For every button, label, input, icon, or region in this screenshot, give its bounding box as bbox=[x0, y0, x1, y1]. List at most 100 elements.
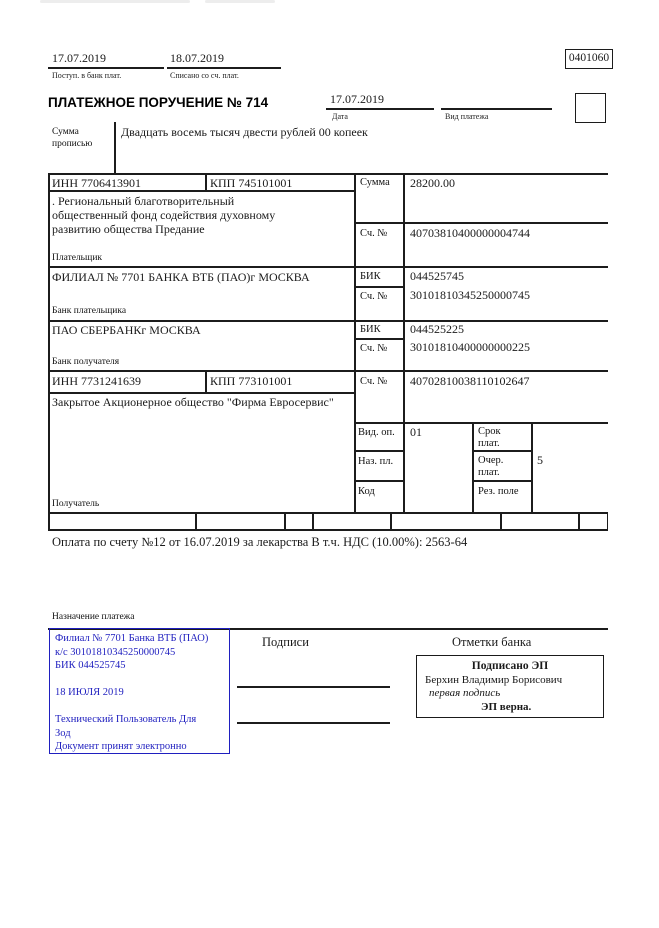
receiver-name: Закрытое Акционерное общество "Фирма Евр… bbox=[52, 395, 334, 409]
esignature-box: Подписано ЭП Берхин Владимир Борисович п… bbox=[416, 655, 604, 718]
receiver-inn-kpp-divider bbox=[205, 370, 207, 392]
payer-bank-bik-label: БИК bbox=[360, 271, 381, 282]
table-left-border bbox=[48, 173, 50, 529]
date-underline bbox=[326, 108, 434, 110]
payer-name-line2: общественный фонд содействия духовному bbox=[52, 208, 276, 222]
payer-account-label: Сч. № bbox=[360, 228, 388, 239]
form-code: 0401060 bbox=[568, 52, 610, 64]
beneficiary-bank-account: 30101810400000000225 bbox=[410, 340, 530, 354]
amount-label: Сумма bbox=[360, 177, 390, 188]
reserve-field-label: Рез. поле bbox=[478, 486, 519, 497]
form-code-box: 0401060 bbox=[565, 49, 613, 69]
received-date-underline bbox=[48, 67, 164, 69]
beneficiary-bank-label: Банк получателя bbox=[52, 357, 120, 367]
esign-signer-name: Берхин Владимир Борисович bbox=[425, 673, 563, 686]
receiver-account-number: 40702810038110102647 bbox=[410, 374, 530, 388]
operation-col-divider-2 bbox=[531, 422, 533, 512]
stamp-line bbox=[55, 700, 225, 714]
esign-title: Подписано ЭП bbox=[471, 660, 549, 672]
payment-order-label: Очер. плат. bbox=[478, 455, 504, 479]
payer-kpp: КПП 745101001 bbox=[210, 176, 293, 190]
received-in-bank-date: 17.07.2019 bbox=[52, 51, 106, 65]
received-in-bank-label: Поступ. в банк плат. bbox=[52, 71, 122, 80]
payer-bank-label: Банк плательщика bbox=[52, 306, 127, 316]
debited-date: 18.07.2019 bbox=[170, 51, 224, 65]
stamp-line: Технический Пользователь Для bbox=[55, 714, 197, 725]
tax-row-bottom-border bbox=[48, 529, 608, 531]
payer-account-number: 40703810400000004744 bbox=[410, 226, 530, 240]
beneficiary-bank-bik: 044525225 bbox=[410, 322, 464, 336]
payer-section-border bbox=[48, 266, 608, 268]
tax-row-top-border bbox=[48, 512, 608, 514]
page-crop-artifact bbox=[40, 0, 190, 3]
payer-label: Плательщик bbox=[52, 253, 103, 263]
tax-cell-divider bbox=[390, 512, 392, 529]
stamp-line bbox=[55, 673, 225, 687]
payer-bank-name: ФИЛИАЛ № 7701 БАНКА ВТБ (ПАО)г МОСКВА bbox=[52, 270, 310, 284]
amount-in-words: Двадцать восемь тысяч двести рублей 00 к… bbox=[121, 125, 368, 139]
payment-purpose-label: Назначение платежа bbox=[52, 612, 135, 622]
signatures-heading: Подписи bbox=[262, 635, 309, 649]
operation-row-border-2a bbox=[354, 480, 404, 482]
payer-bank-bik: 044525745 bbox=[410, 269, 464, 283]
signature-line-1 bbox=[237, 686, 390, 688]
label-column-divider bbox=[403, 173, 405, 512]
beneficiary-bank-name: ПАО СБЕРБАНКг МОСКВА bbox=[52, 323, 201, 337]
beneficiary-bank-bik-divider bbox=[354, 338, 404, 340]
tax-cell-divider bbox=[578, 512, 580, 529]
payment-type-label: Вид платежа bbox=[445, 112, 489, 121]
operation-type-label: Вид. оп. bbox=[358, 427, 395, 438]
amount-value: 28200.00 bbox=[410, 176, 455, 190]
receiver-kpp: КПП 773101001 bbox=[210, 374, 293, 388]
beneficiary-bank-acc-label: Сч. № bbox=[360, 343, 388, 354]
receiver-account-label: Сч. № bbox=[360, 376, 388, 387]
receiver-inn-row-border bbox=[48, 392, 355, 394]
bank-marks-heading: Отметки банка bbox=[452, 635, 532, 649]
stamp-line: к/с 30101810345250000745 bbox=[55, 646, 176, 658]
payer-bank-bik-divider bbox=[354, 286, 404, 288]
payer-bank-acc-label: Сч. № bbox=[360, 291, 388, 302]
beneficiary-bank-section-border bbox=[48, 370, 608, 372]
payer-inn: ИНН 7706413901 bbox=[52, 176, 141, 190]
esign-signature-type: первая подпись bbox=[429, 687, 501, 699]
tax-cell-divider bbox=[195, 512, 197, 529]
tax-row-right-border bbox=[606, 512, 608, 529]
beneficiary-bank-bik-label: БИК bbox=[360, 324, 381, 335]
operation-type-value: 01 bbox=[410, 425, 422, 439]
stamp-line: 18 ИЮЛЯ 2019 bbox=[55, 687, 124, 698]
receiver-label: Получатель bbox=[52, 499, 100, 509]
table-top-border bbox=[48, 173, 608, 175]
payment-purpose-code-label: Наз. пл. bbox=[358, 456, 394, 467]
date-label: Дата bbox=[332, 112, 348, 121]
debited-label: Списано со сч. плат. bbox=[170, 71, 239, 80]
receiver-inn: ИНН 7731241639 bbox=[52, 374, 141, 388]
tax-cell-divider bbox=[284, 512, 286, 529]
document-title: ПЛАТЕЖНОЕ ПОРУЧЕНИЕ № 714 bbox=[48, 95, 269, 110]
tax-cell-divider bbox=[500, 512, 502, 529]
inn-row-border bbox=[48, 190, 355, 192]
page-crop-artifact bbox=[205, 0, 275, 3]
payer-bank-account: 30101810345250000745 bbox=[410, 288, 530, 302]
amount-words-divider bbox=[114, 122, 116, 173]
inn-kpp-divider bbox=[205, 173, 207, 191]
operation-row-border-1a bbox=[354, 450, 404, 452]
operation-col-divider-1 bbox=[472, 422, 474, 512]
operation-row-border-1b bbox=[472, 450, 532, 452]
stamp-line: Филиал № 7701 Банка ВТБ (ПАО) bbox=[55, 633, 209, 644]
priority-checkbox bbox=[575, 93, 606, 123]
stamp-line: Зод bbox=[55, 727, 71, 739]
amount-row-border bbox=[354, 222, 608, 224]
code-label: Код bbox=[358, 486, 375, 497]
operation-row-border-2b bbox=[472, 480, 532, 482]
bank-stamp: Филиал № 7701 Банка ВТБ (ПАО) к/с 301018… bbox=[49, 628, 230, 754]
payment-order-value: 5 bbox=[537, 453, 543, 467]
payment-purpose-text: Оплата по счету №12 от 16.07.2019 за лек… bbox=[52, 535, 468, 549]
payer-name-line1: . Региональный благотворительный bbox=[52, 194, 235, 208]
signature-line-2 bbox=[237, 722, 390, 724]
amount-words-label-2: прописью bbox=[52, 139, 93, 149]
amount-words-label-1: Сумма bbox=[52, 127, 79, 137]
payer-bank-section-border bbox=[48, 320, 608, 322]
payment-type-underline bbox=[441, 108, 552, 110]
document-date: 17.07.2019 bbox=[330, 92, 384, 106]
